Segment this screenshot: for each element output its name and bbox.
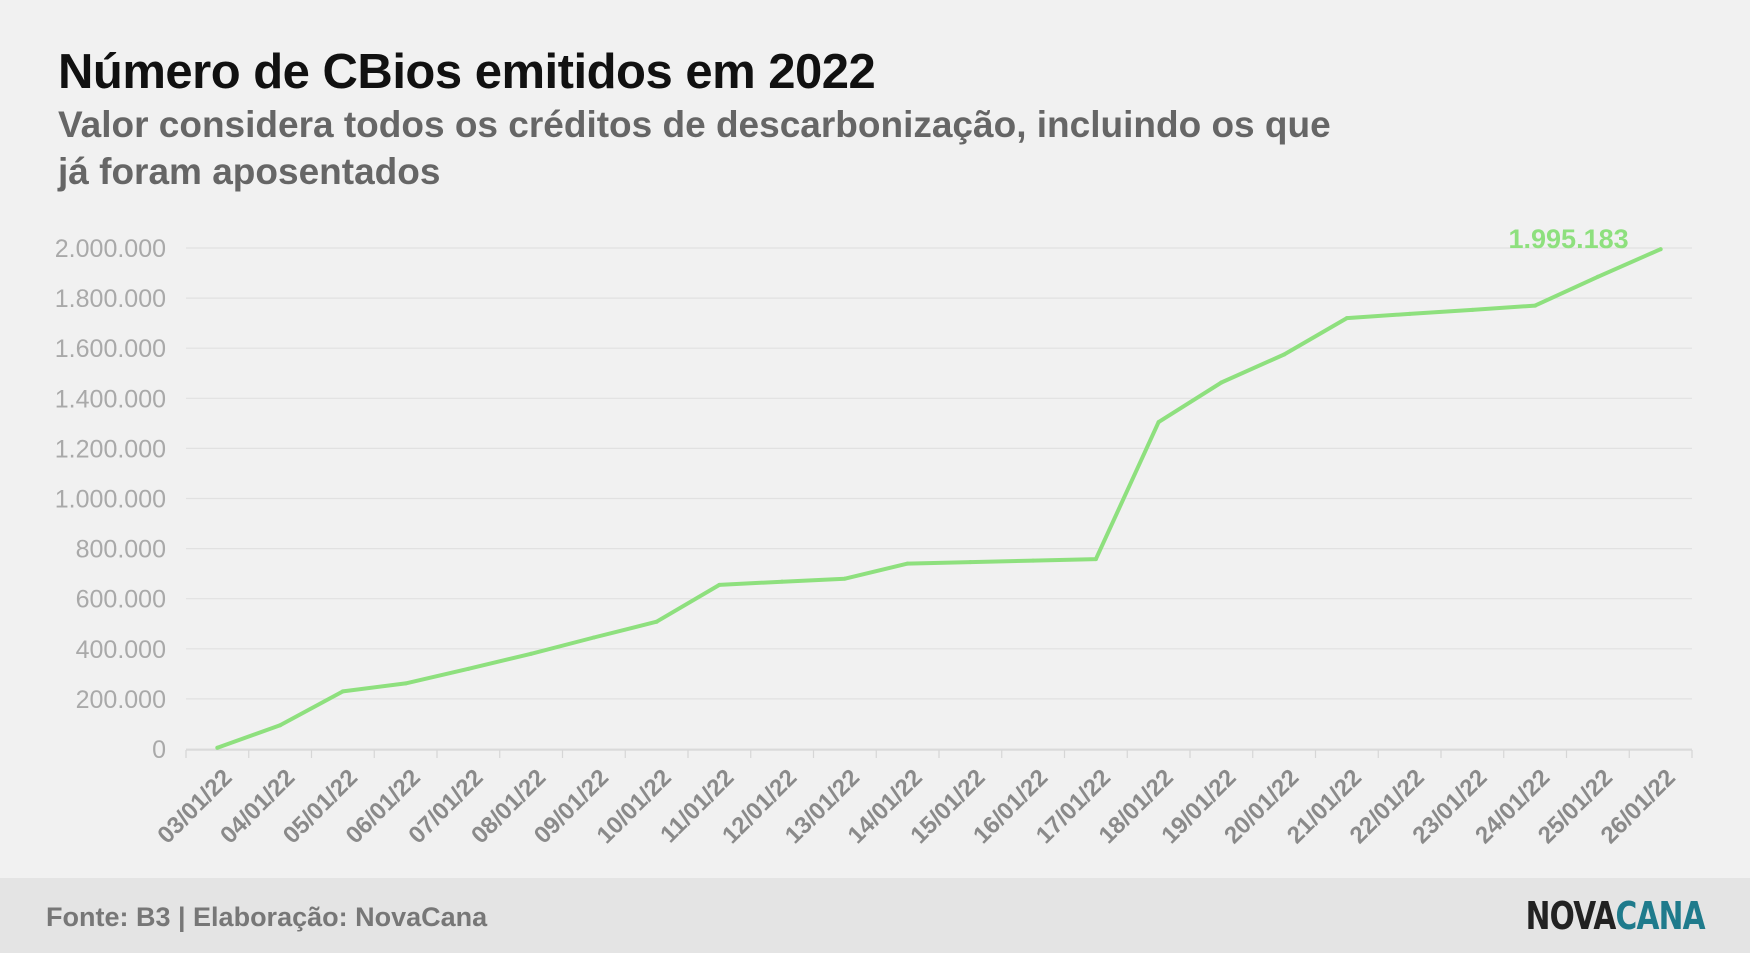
logo-text-nova: NOVA [1525, 894, 1617, 938]
source-credit: Fonte: B3 | Elaboração: NovaCana [46, 902, 488, 932]
data-point [1219, 380, 1224, 385]
data-point [278, 723, 283, 728]
data-point [529, 651, 534, 656]
chart-subtitle: Valor considera todos os créditos de des… [58, 104, 1331, 192]
data-point [1282, 352, 1287, 357]
y-tick-label: 1.400.000 [55, 385, 166, 413]
y-tick-label: 200.000 [76, 686, 166, 714]
data-label-layer: 1.995.183 [1509, 224, 1629, 254]
novacana-logo: NOVACANA [1525, 894, 1706, 938]
chart-title: Número de CBios emitidos em 2022 [58, 45, 876, 99]
y-tick-label: 1.600.000 [55, 335, 166, 363]
y-axis-ticks: 0 200.000 400.000 600.000 800.000 1.000.000 1.… [55, 235, 166, 764]
data-point [1407, 311, 1412, 316]
data-point [654, 619, 659, 624]
data-point [215, 745, 220, 750]
data-point [780, 579, 785, 584]
y-tick-label: 400.000 [76, 636, 166, 664]
y-tick-label: 1.200.000 [55, 435, 166, 463]
data-point [842, 576, 847, 581]
data-point [1533, 303, 1538, 308]
line-chart: 0 200.000 400.000 600.000 800.000 1.000.000 1.… [55, 224, 1693, 849]
footer: Fonte: B3 | Elaboração: NovaCana NOVACAN… [0, 878, 1750, 953]
data-point [403, 681, 408, 686]
y-tick-label: 2.000.000 [55, 235, 166, 263]
data-point [340, 689, 345, 694]
data-point [1093, 557, 1098, 562]
data-point [466, 666, 471, 671]
y-tick-label: 1.000.000 [55, 486, 166, 514]
series-line-layer [215, 247, 1663, 750]
last-value-label: 1.995.183 [1509, 224, 1629, 254]
data-point [905, 561, 910, 566]
logo-text-cana: CANA [1615, 894, 1706, 938]
data-point [1344, 316, 1349, 321]
series-line [215, 247, 1663, 750]
y-tick-label: 800.000 [76, 536, 166, 564]
y-tick-label: 1.800.000 [55, 285, 166, 313]
data-point [1031, 558, 1036, 563]
data-point [1658, 247, 1663, 252]
y-tick-label: 0 [152, 736, 166, 764]
data-point [1595, 274, 1600, 279]
x-axis-ticks: 03/01/2204/01/2205/01/2206/01/2207/01/22… [152, 749, 1693, 849]
gridlines [186, 247, 1692, 750]
data-point [591, 635, 596, 640]
data-point [717, 582, 722, 587]
data-point [1156, 420, 1161, 425]
data-point [1470, 307, 1475, 312]
data-point [968, 560, 973, 565]
y-tick-label: 600.000 [76, 586, 166, 614]
